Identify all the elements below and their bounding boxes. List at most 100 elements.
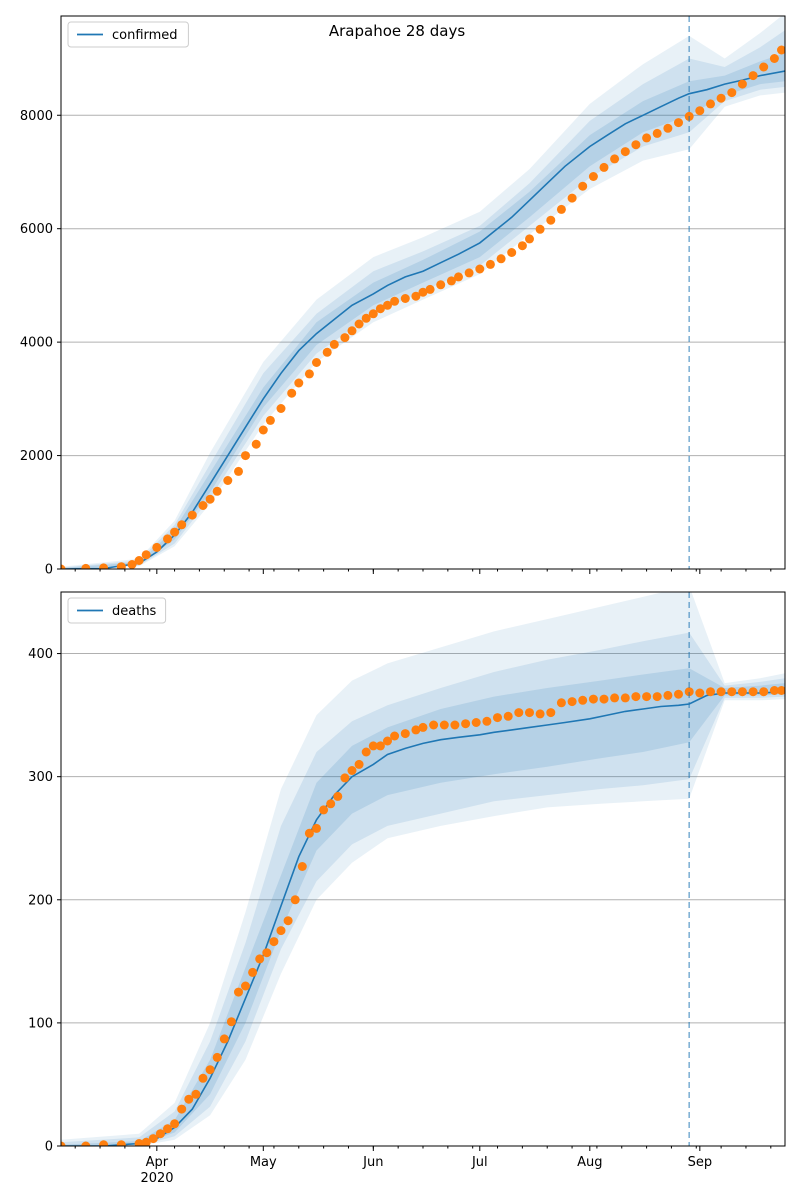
observed-point [368,741,378,751]
x-tick-label: Aug [577,1155,602,1170]
observed-point [340,333,350,343]
observed-point [226,1017,236,1027]
figure-title: Arapahoe 28 days [329,22,465,40]
observed-point [652,128,662,138]
observed-point [769,54,779,63]
observed-point [748,71,758,81]
x-tick-label: Jul [471,1155,488,1170]
observed-point [61,564,66,569]
observed-point [61,1141,66,1146]
observed-point [454,272,463,282]
observed-point [212,486,222,496]
observed-point [588,172,598,181]
observed-point [418,722,428,732]
observed-point [234,466,243,476]
y-tick-label: 200 [28,893,53,908]
observed-point [265,415,275,425]
band-ci80 [61,632,785,1146]
observed-point [187,510,197,520]
observed-point [390,296,400,306]
legend-label: confirmed [112,28,178,43]
observed-point [248,967,258,977]
observed-point [212,1052,222,1062]
y-tick-label: 300 [28,770,53,785]
observed-point [578,695,588,705]
observed-point [620,693,630,703]
model-line [61,690,785,1146]
observed-point [141,550,151,560]
x-tick-label: May [250,1155,277,1170]
band-ci50 [61,668,785,1146]
observed-point [556,204,566,214]
observed-point [716,687,726,697]
observed-point [375,304,385,314]
observed-point [663,690,673,700]
observed-point [134,556,144,565]
observed-point [205,494,215,504]
observed-point [567,697,577,707]
observed-point [329,339,339,349]
observed-point [610,693,620,703]
model-line [61,70,785,569]
observed-point [163,1124,172,1134]
observed-point [777,686,785,695]
observed-point [546,215,556,225]
observed-point [177,1104,187,1114]
observed-point [383,300,392,310]
observed-point [241,981,250,991]
observed-point [631,692,641,702]
observed-point [411,725,421,735]
observed-point [599,694,609,704]
observed-point [411,291,421,301]
observed-point [450,720,460,730]
observed-point [737,79,747,89]
observed-point [525,234,534,244]
observed-point [642,692,652,702]
observed-point [251,439,261,449]
observed-point [695,106,705,116]
observed-point [354,319,364,329]
observed-point [400,294,410,303]
observed-point [461,719,471,729]
x-tick-label: Jun [362,1155,383,1170]
x-axis: Apr May Jun Jul Aug Sep [146,1155,713,1170]
y-tick-label: 2000 [20,449,53,464]
observed-point [322,347,332,357]
observed-point [496,254,506,264]
observed-point [368,309,378,319]
observed-point [514,708,524,718]
observed-point [535,224,545,234]
observed-point [727,88,737,98]
observed-point [556,698,566,708]
y-tick-label: 6000 [20,222,53,237]
observed-point [297,862,307,871]
observed-point [287,388,297,398]
observed-point [134,1139,144,1146]
observed-point [517,241,527,251]
observed-point [258,425,268,435]
observed-point [503,711,513,721]
observed-point [375,741,385,751]
observed-point [535,709,545,719]
observed-point [429,720,439,730]
observed-point [769,686,779,695]
y-tick-label: 4000 [20,336,53,351]
observed-point [446,276,456,286]
observed-point [418,287,428,297]
observed-point [312,823,321,833]
observed-point [759,62,769,72]
observed-point [727,687,737,697]
observed-point [155,1129,165,1139]
observed-point [191,1089,201,1099]
x-tick-label: Apr [146,1155,169,1170]
y-tick-label: 0 [45,563,53,578]
observed-point [578,181,588,191]
observed-point [319,805,329,815]
y-tick-label: 8000 [20,109,53,124]
observed-point [223,476,233,485]
observed-point [620,147,630,157]
observed-point [347,326,357,336]
observed-point [198,1073,208,1083]
observed-point [436,280,446,290]
observed-point [493,713,502,723]
